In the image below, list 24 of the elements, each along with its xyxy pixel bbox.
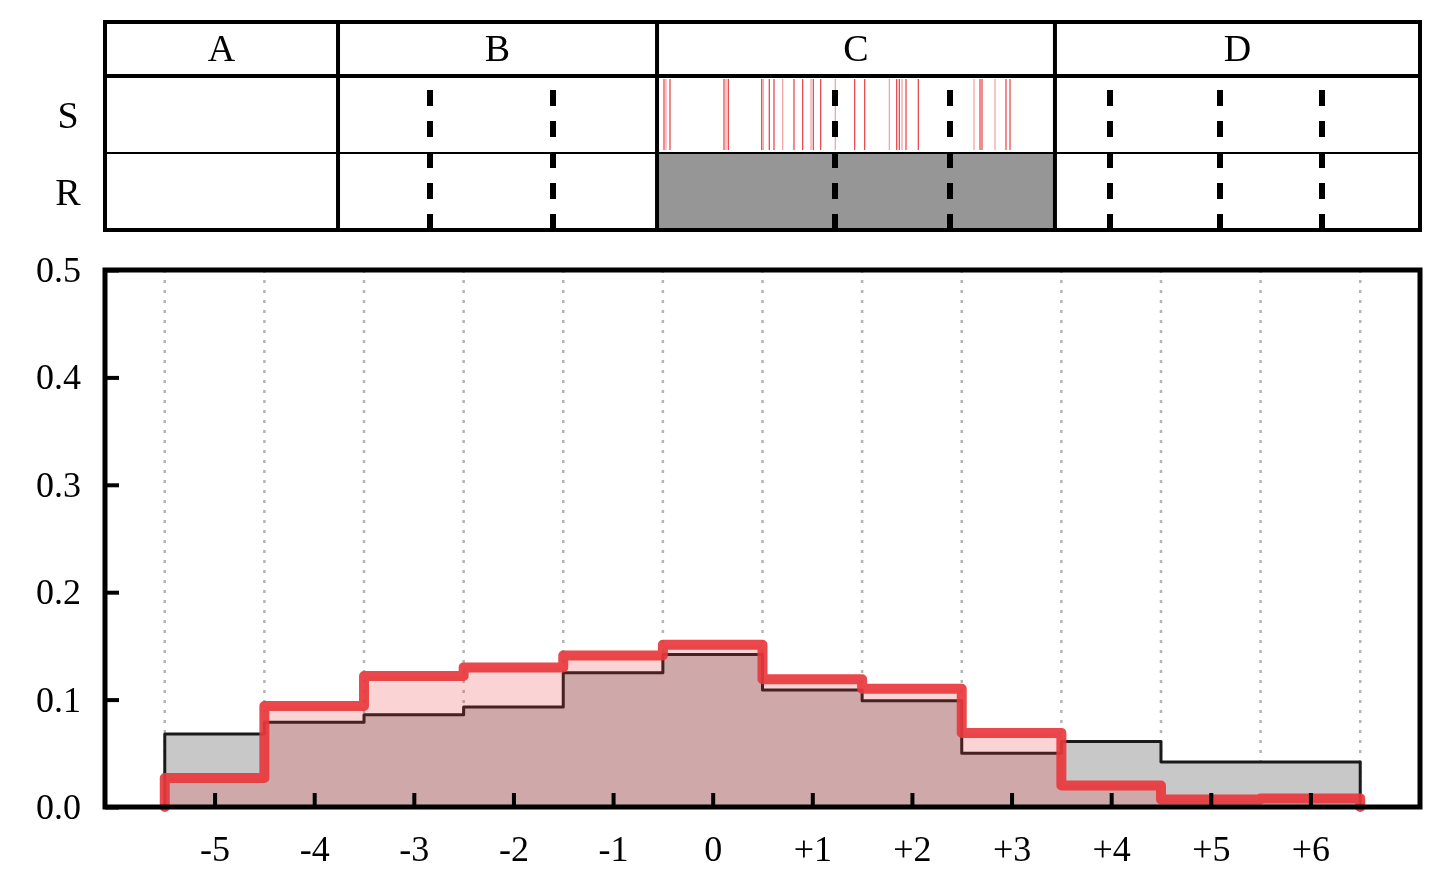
y-tick-label: 0.3 [36,464,81,505]
x-tick-label: +3 [992,828,1032,869]
y-tick-label: 0.5 [36,250,81,291]
x-tick-label: -3 [399,828,430,869]
x-tick-label: +5 [1192,828,1231,869]
category-label: D [1223,27,1252,69]
y-tick-label: 0.0 [36,787,81,828]
category-label: C [843,27,869,69]
x-tick-label: +4 [1092,828,1131,869]
x-tick-label: -2 [498,828,529,869]
x-tick-label: +2 [893,828,932,869]
x-tick-label: -1 [598,828,629,869]
category-label: B [484,27,511,69]
y-tick-label: 0.4 [36,357,81,398]
x-tick-label: +1 [793,828,832,869]
category-label: S [57,93,79,136]
x-tick-label: 0 [704,828,723,869]
x-tick-label: +6 [1291,828,1331,869]
x-tick-label: -4 [299,828,330,869]
x-tick-label: -5 [200,828,231,869]
category-label: A [207,27,236,69]
y-tick-label: 0.2 [36,572,81,613]
y-tick-label: 0.1 [36,679,81,720]
category-label: R [55,170,81,213]
